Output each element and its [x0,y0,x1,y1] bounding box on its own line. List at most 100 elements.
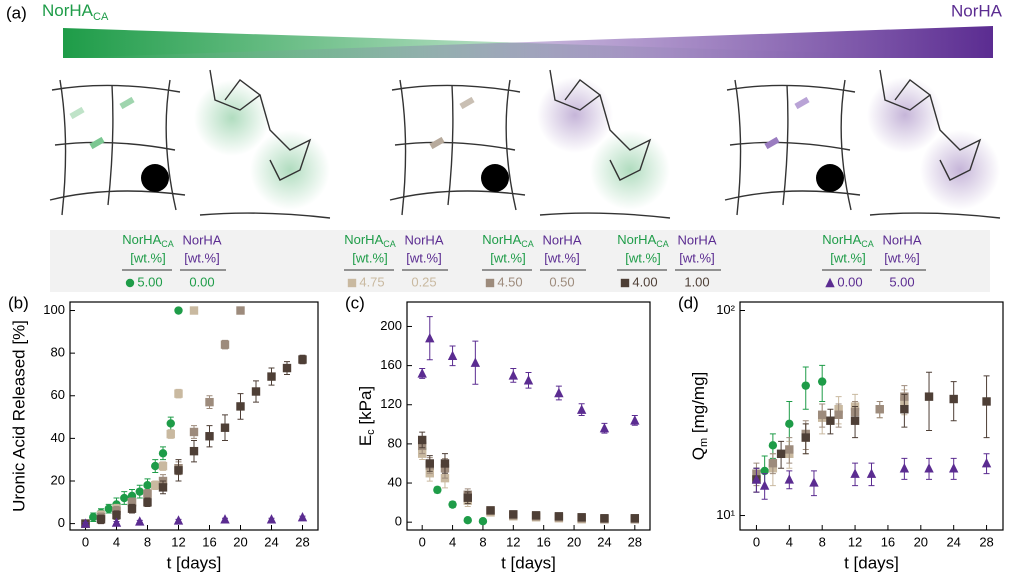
legend-unit: [wt.%] [490,250,525,265]
legend-ha-value: 1.00 [684,274,709,289]
series [417,440,488,526]
legend-ha-value: 0.00 [189,274,214,289]
marker [347,278,357,288]
data-point [801,381,810,390]
data-point [297,512,308,522]
data-point [96,515,106,524]
error-bar [926,371,933,431]
data-point [220,514,230,524]
label-base: Q [689,447,708,460]
series [81,306,183,528]
legend-unit: [wt.%] [184,250,219,265]
label-sub: m [698,438,710,447]
data-point [554,387,564,398]
plot-frame [406,301,651,531]
data-point [298,355,307,364]
series [417,316,640,434]
data-point [760,466,769,476]
x-tick-label: 16 [881,534,895,549]
label-sub: CA [521,239,534,249]
legend-unit: [wt.%] [679,250,714,265]
data-point [463,516,472,525]
data-point [267,372,276,381]
y-tick-label: 10² [716,302,735,317]
legend-unit: [wt.%] [884,250,919,265]
legend-unit: [wt.%] [625,250,660,265]
x-axis-label: t [days] [844,553,899,572]
y-tick-label: 40 [51,430,65,445]
chart: (c) 0 4 8 12 16 20 24 28 0 40 80 120 160 200 t [days] Ec… [345,293,651,572]
x-tick-label: 8 [144,534,151,549]
data-point [817,410,827,419]
y-axis-label: Ec [kPa] [356,386,376,446]
data-point [111,517,122,527]
data-point [948,463,959,473]
series [417,447,640,524]
data-point [189,306,199,315]
label-base: NorHA [42,1,94,20]
data-point [784,474,795,484]
data-point [174,306,183,315]
legend-header-ca: NorHACA [482,232,534,249]
x-tick-label: 8 [819,534,826,549]
data-point [554,512,564,521]
legend-ha-value: 0.50 [549,274,574,289]
x-tick-label: 20 [233,534,247,549]
x-tick-label: 8 [479,534,486,549]
data-point [834,410,843,419]
x-tick-label: 20 [914,534,928,549]
data-point [785,419,794,429]
data-point [523,375,534,385]
label-sub: CA [656,239,669,249]
data-point [127,504,137,513]
error-bar [983,375,990,439]
schematic [49,69,1001,219]
data-point [158,461,168,471]
data-point [463,493,472,502]
x-axis-label: t [days] [167,553,222,572]
data-point [220,423,230,432]
x-axis-label: t [days] [501,553,556,572]
data-point [220,340,230,349]
marker [620,278,630,288]
y-axis-label: Uronic Acid Released [%] [9,320,28,512]
legend-ha-value: 5.00 [889,274,914,289]
data-point [826,416,835,425]
plot-frame [739,301,1004,531]
data-point [236,402,245,411]
data-point [151,461,160,471]
data-point [600,514,609,523]
data-point [630,514,640,523]
y-tick-label: 120 [380,396,402,411]
data-point [949,394,958,404]
data-point [189,427,199,437]
data-point [174,389,183,398]
data-point [577,513,586,522]
x-tick-label: 20 [567,534,581,549]
y-tick-label: 10¹ [716,507,735,522]
data-point [470,357,481,367]
data-point [776,449,786,459]
data-point [924,392,934,401]
data-point [809,477,819,487]
data-point [866,468,877,478]
y-tick-label: 40 [388,474,402,489]
plot-frame [69,301,319,531]
legend-header-ca: NorHACA [822,232,874,249]
data-point [768,458,778,468]
data-point [759,480,770,490]
data-point [89,513,98,522]
y-tick-label: 200 [380,318,402,333]
x-tick-label: 4 [786,534,793,549]
panel-label: (c) [345,293,365,312]
legend-header-ha: NorHA [542,232,581,247]
data-point [900,405,909,414]
data-point [509,510,518,519]
legend-ca-value: 4.75 [359,274,384,289]
x-tick-label: 0 [419,534,426,549]
x-tick-label: 4 [449,534,456,549]
data-point [447,350,458,361]
data-point [899,463,910,473]
y-tick-label: 80 [51,345,65,360]
gradient-left-label: NorHACA [42,1,109,22]
